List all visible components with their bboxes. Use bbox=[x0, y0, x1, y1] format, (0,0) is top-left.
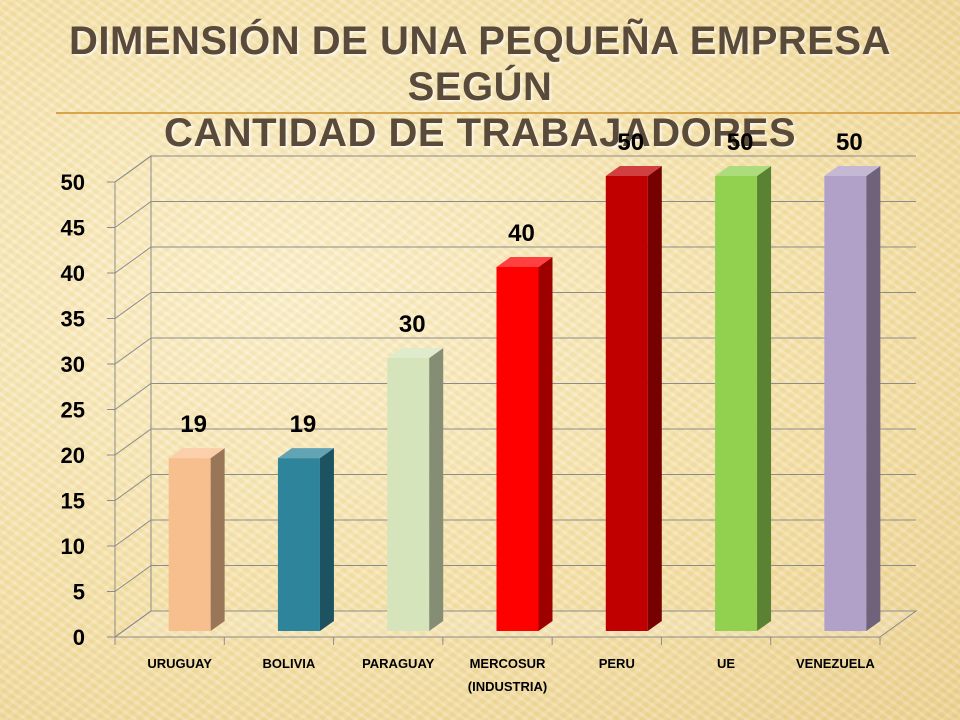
bar-front bbox=[496, 267, 539, 631]
bar-top bbox=[605, 166, 662, 176]
bar-front bbox=[824, 176, 867, 631]
data-label: 40 bbox=[508, 220, 535, 247]
title-divider bbox=[56, 112, 960, 114]
data-label: 19 bbox=[180, 411, 207, 438]
x-tick-label: MERCOSUR bbox=[470, 656, 546, 671]
x-tick-label: UE bbox=[717, 656, 735, 671]
y-tick-label: 5 bbox=[73, 580, 85, 605]
y-tick-label: 0 bbox=[73, 625, 85, 650]
bar-front bbox=[277, 458, 320, 631]
y-tick-label: 35 bbox=[61, 307, 85, 332]
data-labels: 19 19 30 40 50 50 50 bbox=[180, 129, 862, 438]
bar-top bbox=[168, 448, 225, 459]
y-tick-label: 50 bbox=[61, 170, 85, 195]
x-tick-label: PERU bbox=[599, 656, 635, 671]
x-tick-label: PARAGUAY bbox=[362, 656, 435, 671]
bar-side bbox=[429, 348, 444, 631]
bar bbox=[277, 448, 334, 631]
bar-side bbox=[210, 448, 225, 631]
bar-top bbox=[277, 448, 334, 459]
bar-top bbox=[715, 166, 772, 176]
bar-top bbox=[496, 257, 553, 267]
y-tick-label: 30 bbox=[61, 352, 85, 377]
bar-side bbox=[319, 448, 334, 631]
data-label: 50 bbox=[727, 129, 754, 156]
slide-title-line-1: DIMENSIÓN DE UNA PEQUEÑA EMPRESA SEGÚN bbox=[68, 19, 891, 109]
y-tick-label: 25 bbox=[61, 398, 85, 423]
data-label: 19 bbox=[290, 411, 317, 438]
bar bbox=[605, 166, 662, 631]
x-tick-label: BOLIVIA bbox=[263, 656, 316, 671]
y-axis: 0 5 10 15 20 25 30 35 40 45 50 bbox=[61, 170, 116, 650]
bar bbox=[824, 166, 881, 631]
data-label: 30 bbox=[399, 311, 426, 338]
bar-front bbox=[168, 458, 211, 631]
y-tick-label: 10 bbox=[61, 534, 85, 559]
data-label: 50 bbox=[617, 129, 644, 156]
x-tick-label: VENEZUELA bbox=[796, 656, 875, 671]
bar-side bbox=[647, 166, 662, 631]
gridline bbox=[114, 155, 916, 183]
bar-top bbox=[387, 348, 444, 358]
bar-top bbox=[824, 166, 881, 176]
x-axis: URUGUAY BOLIVIA PARAGUAY MERCOSUR (INDUSTRIA… bbox=[114, 636, 881, 694]
y-tick-label: 20 bbox=[61, 443, 85, 468]
bar-side bbox=[538, 257, 553, 631]
slide-title-line-2: CANTIDAD DE TRABAJADORES bbox=[163, 111, 797, 155]
slide-title: DIMENSIÓN DE UNA PEQUEÑA EMPRESA SEGÚN C… bbox=[0, 18, 960, 156]
y-tick-label: 40 bbox=[61, 261, 85, 286]
bar-side bbox=[866, 166, 881, 631]
bar bbox=[715, 166, 772, 631]
bar bbox=[387, 348, 444, 631]
bar bbox=[168, 448, 225, 631]
bar-side bbox=[757, 166, 772, 631]
x-tick-label: URUGUAY bbox=[147, 656, 212, 671]
chart-bars bbox=[168, 166, 881, 631]
bar bbox=[496, 257, 553, 631]
y-tick-label: 45 bbox=[61, 216, 85, 241]
bar-front bbox=[715, 176, 758, 631]
data-label: 50 bbox=[836, 129, 863, 156]
y-tick-label: 15 bbox=[61, 489, 85, 514]
bar-front bbox=[387, 358, 430, 631]
x-tick-label: (INDUSTRIA) bbox=[468, 679, 547, 694]
bar-front bbox=[605, 176, 648, 631]
